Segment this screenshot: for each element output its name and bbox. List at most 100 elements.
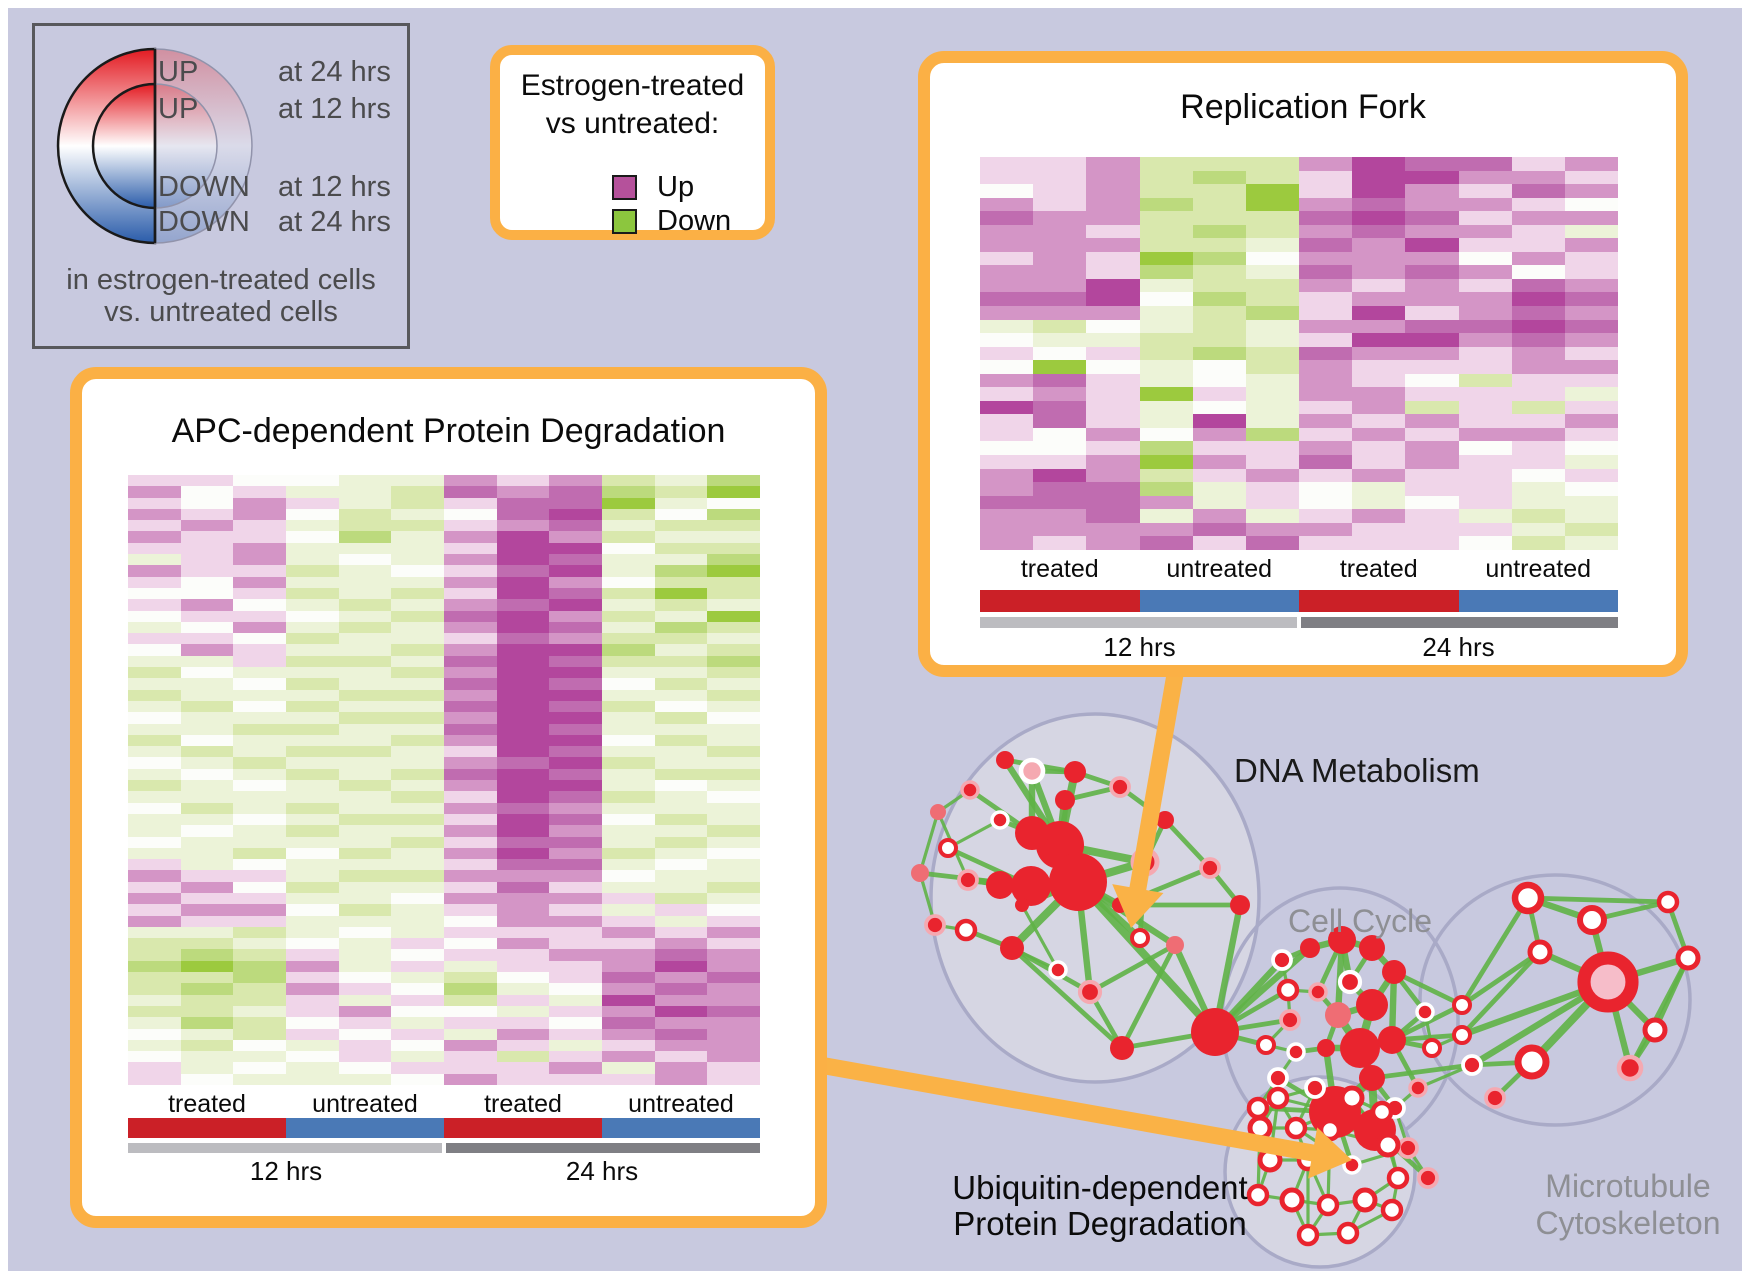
gene-set-node[interactable] [996,751,1014,769]
gene-set-node[interactable] [1284,1116,1308,1140]
gene-set-node[interactable] [1130,928,1150,948]
gene-set-node[interactable] [1296,1223,1320,1247]
gene-set-node[interactable] [1256,1035,1276,1055]
gene-set-node[interactable] [954,918,978,942]
gene-set-node[interactable] [1514,1044,1550,1080]
gene-set-node[interactable] [1317,1039,1335,1057]
gene-set-node[interactable] [1328,926,1356,954]
gene-set-node[interactable] [1109,776,1131,798]
heatmap-cell [1405,333,1459,347]
gene-set-node[interactable] [1304,1077,1326,1099]
heatmap-cell [496,881,550,893]
gene-set-node[interactable] [1452,995,1472,1015]
heatmap-cell [391,486,445,498]
gene-set-node[interactable] [1375,1132,1401,1158]
gene-set-node[interactable] [1267,1067,1289,1089]
gene-set-node[interactable] [1266,1086,1290,1110]
heatmap-cell [286,531,339,543]
gene-set-node[interactable] [1018,757,1046,785]
gene-set-node[interactable] [1397,1137,1419,1159]
heatmap-cell [286,994,339,1006]
heatmap-cell [1139,265,1193,279]
gene-set-node[interactable] [1484,1087,1506,1109]
gene-set-node[interactable] [1461,1054,1483,1076]
gene-set-node[interactable] [1325,1002,1351,1028]
heatmap-cell [180,1028,234,1040]
gene-set-node[interactable] [1166,936,1184,954]
gene-set-node[interactable] [1577,905,1607,935]
gene-set-node[interactable] [1577,951,1639,1013]
gene-set-node[interactable] [1356,989,1388,1021]
gene-set-node[interactable] [1271,949,1293,971]
heatmap-cell [180,486,234,498]
gene-set-node[interactable] [930,804,946,820]
heatmap-cell [1511,387,1565,401]
gene-set-node[interactable] [960,780,980,800]
gene-set-node[interactable] [1316,1193,1340,1217]
gene-set-node[interactable] [1422,1038,1442,1058]
gene-set-node[interactable] [1246,1096,1270,1120]
gene-set-node[interactable] [1380,1198,1404,1222]
gene-set-node[interactable] [1370,1100,1394,1124]
gene-set-node[interactable] [1336,1221,1360,1245]
gene-set-node[interactable] [1359,935,1385,961]
gene-set-node[interactable] [1340,1028,1380,1068]
gene-set-node[interactable] [1656,890,1680,914]
gene-set-node[interactable] [1417,1167,1439,1189]
gene-set-node[interactable] [1279,1009,1301,1031]
heatmap-cell [391,667,445,679]
heatmap-cell [180,938,234,950]
gene-set-node[interactable] [1048,960,1068,980]
legend-item-down: Down [612,205,731,238]
heatmap-cell [286,700,339,713]
gene-set-node[interactable] [1337,969,1363,995]
gene-set-node[interactable] [1511,881,1545,915]
gene-set-node[interactable] [1675,945,1701,971]
gene-set-node[interactable] [1077,979,1103,1005]
gene-set-node[interactable] [1378,1026,1406,1054]
gene-set-node[interactable] [1308,982,1328,1002]
gene-set-node[interactable] [1386,1166,1410,1190]
gene-set-node[interactable] [1318,1118,1342,1142]
heatmap-cell [1192,482,1246,496]
gene-set-node[interactable] [1015,816,1049,850]
gene-set-node[interactable] [1156,811,1174,829]
heatmap-cell [286,1051,339,1063]
gene-set-node[interactable] [1049,853,1107,911]
heatmap-cell [707,712,761,724]
gene-set-node[interactable] [986,871,1014,899]
heatmap-cell [391,926,445,939]
gene-set-node[interactable] [1015,898,1029,912]
heatmap-cell [1564,414,1619,428]
gene-set-node[interactable] [1352,1187,1378,1213]
gene-set-node[interactable] [1230,895,1250,915]
gene-set-node[interactable] [1246,1183,1270,1207]
gene-set-node[interactable] [1110,1036,1134,1060]
gene-set-node[interactable] [1300,938,1320,958]
gene-set-node[interactable] [924,914,946,936]
heatmap-cell [496,667,550,679]
gene-set-node[interactable] [1000,936,1024,960]
gene-set-node[interactable] [1452,1025,1472,1045]
gene-set-node[interactable] [1382,960,1406,984]
gene-set-node[interactable] [1055,790,1075,810]
heatmap-cell [286,565,339,577]
gene-set-node[interactable] [1642,1017,1668,1043]
gene-set-node[interactable] [1276,978,1300,1002]
gene-set-node[interactable] [990,810,1010,830]
gene-set-node[interactable] [1408,1078,1428,1098]
gene-set-node[interactable] [1286,1042,1306,1062]
gene-set-node[interactable] [1279,1187,1305,1213]
gene-set-node[interactable] [1359,1065,1385,1091]
gene-set-node[interactable] [938,838,958,858]
gene-set-node[interactable] [1199,857,1221,879]
gene-set-node[interactable] [911,864,929,882]
gene-set-node[interactable] [1616,1054,1644,1082]
gene-set-node[interactable] [1191,1008,1239,1056]
gene-set-node[interactable] [957,869,979,891]
gene-set-node[interactable] [1527,939,1553,965]
gene-set-node[interactable] [1415,1002,1435,1022]
gene-set-node[interactable] [1339,1085,1365,1111]
gene-set-node[interactable] [1064,761,1086,783]
gene-set-node[interactable] [1011,866,1051,906]
